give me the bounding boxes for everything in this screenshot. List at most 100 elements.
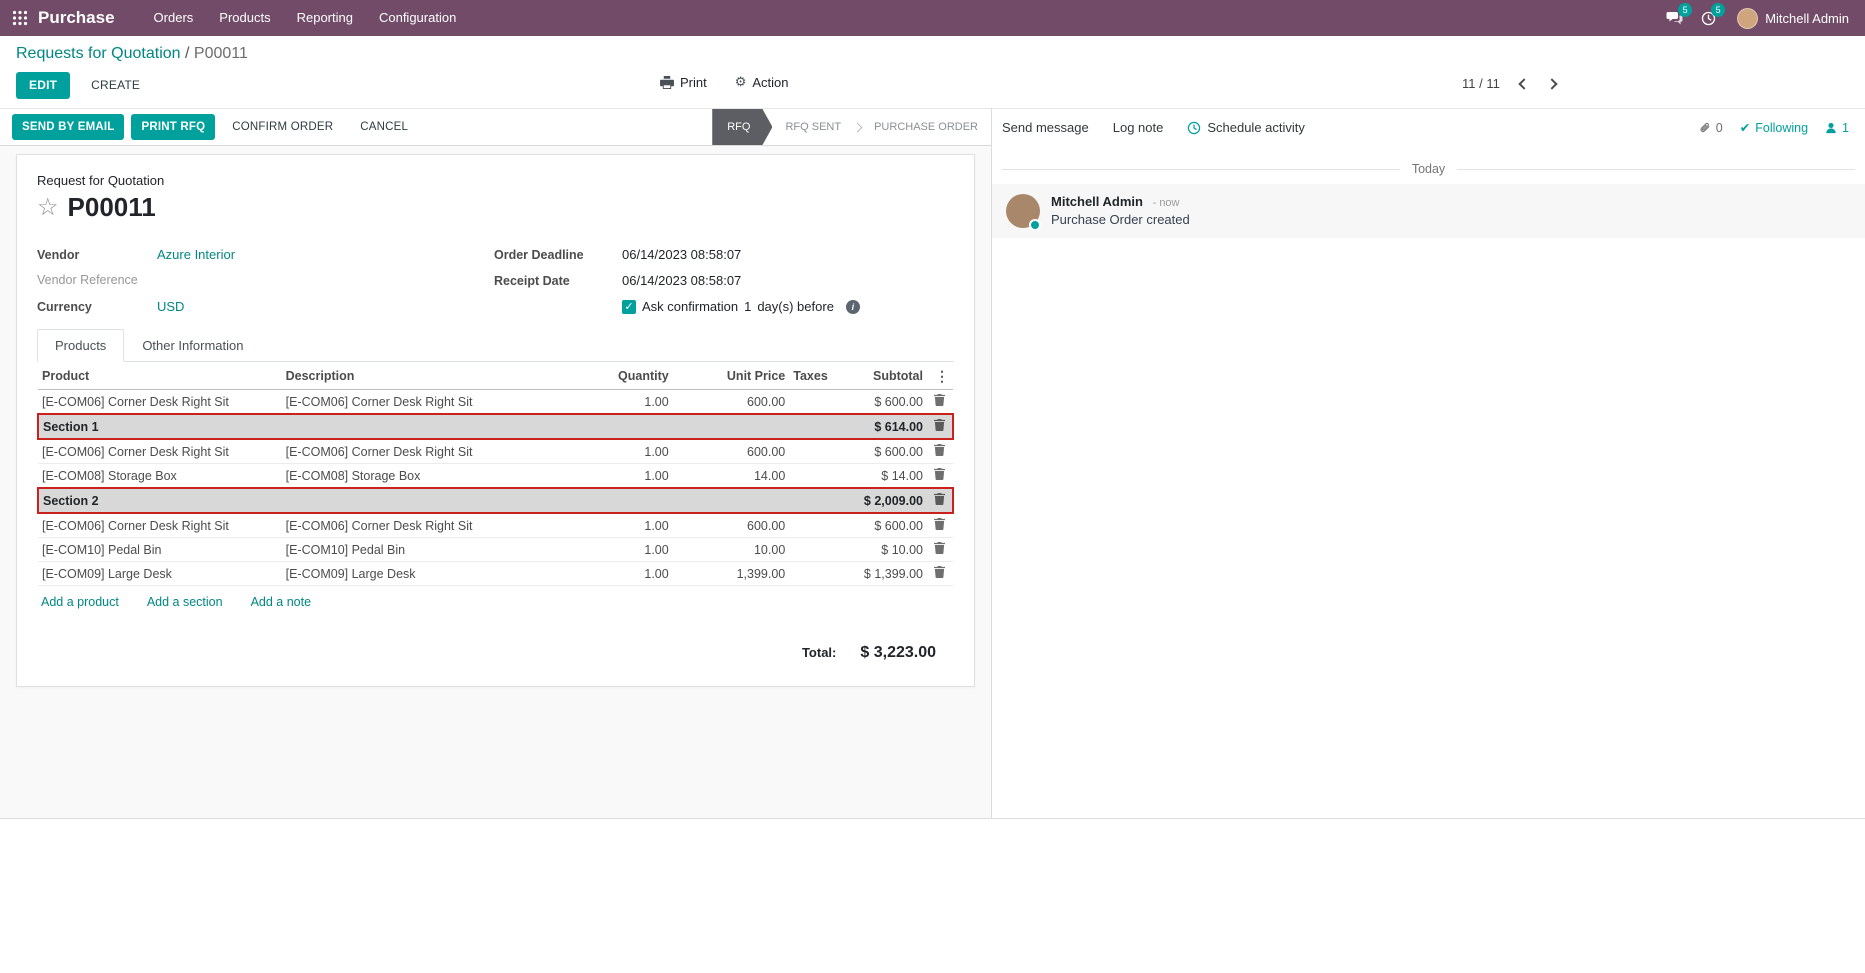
add-a-note-link[interactable]: Add a note <box>250 595 312 609</box>
col-description: Description <box>281 362 583 390</box>
delete-row-button[interactable] <box>926 513 953 538</box>
add-a-section-link[interactable]: Add a section <box>146 595 223 609</box>
record-title: P00011 <box>67 192 156 222</box>
menu-reporting[interactable]: Reporting <box>296 10 353 25</box>
currency-label: Currency <box>37 300 92 314</box>
pager-value[interactable]: 11 / 11 <box>1462 76 1500 91</box>
cell-taxes <box>789 463 840 489</box>
menu-configuration[interactable]: Configuration <box>378 10 457 25</box>
vendor-reference-label: Vendor Reference <box>37 273 138 287</box>
cell-product: [E-COM06] Corner Desk Right Sit <box>38 439 282 464</box>
date-divider-label: Today <box>1411 162 1446 176</box>
total-label: Total: <box>801 645 837 660</box>
breadcrumb-parent[interactable]: Requests for Quotation <box>16 45 181 62</box>
edit-button[interactable]: EDIT <box>16 71 71 99</box>
create-button[interactable]: CREATE <box>78 72 153 99</box>
send-by-email-button[interactable]: SEND BY EMAIL <box>12 114 125 140</box>
attachments-count: 0 <box>1715 120 1723 135</box>
trash-icon <box>934 566 946 578</box>
trash-icon <box>934 444 946 456</box>
user-avatar[interactable] <box>1737 7 1759 29</box>
vendor-value[interactable]: Azure Interior <box>157 247 236 262</box>
messages-button[interactable]: 5 <box>1657 2 1693 31</box>
state-rfq[interactable]: RFQ <box>712 109 772 145</box>
trash-icon <box>933 493 945 505</box>
delete-row-button[interactable] <box>926 439 953 464</box>
state-purchase-order[interactable]: PURCHASE ORDER <box>874 121 978 133</box>
activities-button[interactable]: 5 <box>1692 2 1726 31</box>
user-menu[interactable]: Mitchell Admin <box>1765 10 1849 26</box>
optional-columns-icon[interactable]: ⋮ <box>935 368 949 384</box>
confirm-order-button[interactable]: CONFIRM ORDER <box>222 114 343 140</box>
add-a-product-link[interactable]: Add a product <box>41 595 119 609</box>
cell-unit-price: 1,399.00 <box>672 561 790 586</box>
cell-product: [E-COM08] Storage Box <box>38 463 282 489</box>
log-note-button[interactable]: Log note <box>1112 120 1164 135</box>
currency-value[interactable]: USD <box>157 299 185 314</box>
tab-products[interactable]: Products <box>37 329 125 362</box>
cell-description: [E-COM06] Corner Desk Right Sit <box>281 513 583 538</box>
trash-icon <box>934 394 946 406</box>
ask-confirmation-checkbox[interactable]: ✓ <box>622 299 636 314</box>
delete-row-button[interactable] <box>926 487 955 514</box>
gear-icon: ⚙ <box>734 74 747 89</box>
followers-button[interactable]: 1 <box>1825 121 1849 135</box>
cancel-button[interactable]: CANCEL <box>350 114 418 140</box>
favorite-star-icon[interactable]: ☆ <box>37 193 59 221</box>
messages-badge: 5 <box>1678 2 1693 17</box>
clock-icon <box>1188 121 1201 134</box>
cell-taxes <box>789 561 840 586</box>
apps-grid-icon[interactable] <box>12 10 28 26</box>
cell-description: [E-COM08] Storage Box <box>281 463 583 489</box>
total-block: Total: $ 3,223.00 <box>37 644 954 662</box>
schedule-activity-button[interactable]: Schedule activity <box>1187 120 1305 135</box>
date-divider: Today <box>992 162 1865 176</box>
cell-description: [E-COM10] Pedal Bin <box>281 537 583 562</box>
delete-row-button[interactable] <box>926 463 953 489</box>
chatter-topbar: Send message Log note Schedule activity … <box>992 108 1865 146</box>
menu-products[interactable]: Products <box>219 10 271 25</box>
days-before-value: 1 <box>744 299 752 314</box>
vendor-field: Vendor Azure Interior <box>37 247 494 264</box>
table-row: [E-COM06] Corner Desk Right Sit [E-COM06… <box>38 439 953 464</box>
pager-next-button[interactable] <box>1546 77 1558 90</box>
footer-area <box>0 818 1865 973</box>
pager-previous-button[interactable] <box>1518 77 1530 90</box>
delete-row-button[interactable] <box>926 561 953 586</box>
delete-row-button[interactable] <box>926 389 953 415</box>
cell-product: [E-COM09] Large Desk <box>38 561 282 586</box>
following-label: Following <box>1755 120 1809 135</box>
print-rfq-button[interactable]: PRINT RFQ <box>131 114 216 140</box>
breadcrumb: Requests for Quotation / P00011 <box>16 45 1849 63</box>
message-author[interactable]: Mitchell Admin <box>1051 194 1143 209</box>
cell-unit-price: 10.00 <box>672 537 790 562</box>
trash-icon <box>934 542 946 554</box>
state-rfq-sent[interactable]: RFQ SENT <box>785 121 842 133</box>
section-subtotal: $ 614.00 <box>839 413 927 440</box>
delete-row-button[interactable] <box>926 413 955 440</box>
person-icon <box>1826 122 1836 133</box>
cell-description: [E-COM09] Large Desk <box>281 561 583 586</box>
chatter-panel: Send message Log note Schedule activity … <box>991 108 1865 818</box>
attachments-button[interactable]: 0 <box>1698 121 1723 135</box>
section-subtotal: $ 2,009.00 <box>839 487 927 514</box>
form-panel: SEND BY EMAIL PRINT RFQ CONFIRM ORDER CA… <box>0 108 991 818</box>
delete-row-button[interactable] <box>926 537 953 562</box>
followers-count: 1 <box>1842 120 1849 135</box>
menu-orders[interactable]: Orders <box>153 10 194 25</box>
vendor-reference-field: Vendor Reference <box>37 273 494 290</box>
breadcrumb-separator: / <box>185 45 190 62</box>
col-quantity: Quantity <box>582 362 673 390</box>
send-message-button[interactable]: Send message <box>1002 120 1089 135</box>
statusbar: SEND BY EMAIL PRINT RFQ CONFIRM ORDER CA… <box>0 108 991 146</box>
following-button[interactable]: ✔ Following <box>1740 120 1809 136</box>
app-name[interactable]: Purchase <box>38 8 115 27</box>
print-menu-button[interactable]: Print <box>660 75 707 90</box>
action-menu-button[interactable]: ⚙ Action <box>735 74 789 90</box>
tab-other-information[interactable]: Other Information <box>142 338 244 353</box>
cell-unit-price: 600.00 <box>672 439 790 464</box>
cell-subtotal: $ 600.00 <box>839 513 927 538</box>
paperclip-icon <box>1700 122 1710 132</box>
cell-subtotal: $ 1,399.00 <box>839 561 927 586</box>
cell-taxes <box>789 389 840 415</box>
